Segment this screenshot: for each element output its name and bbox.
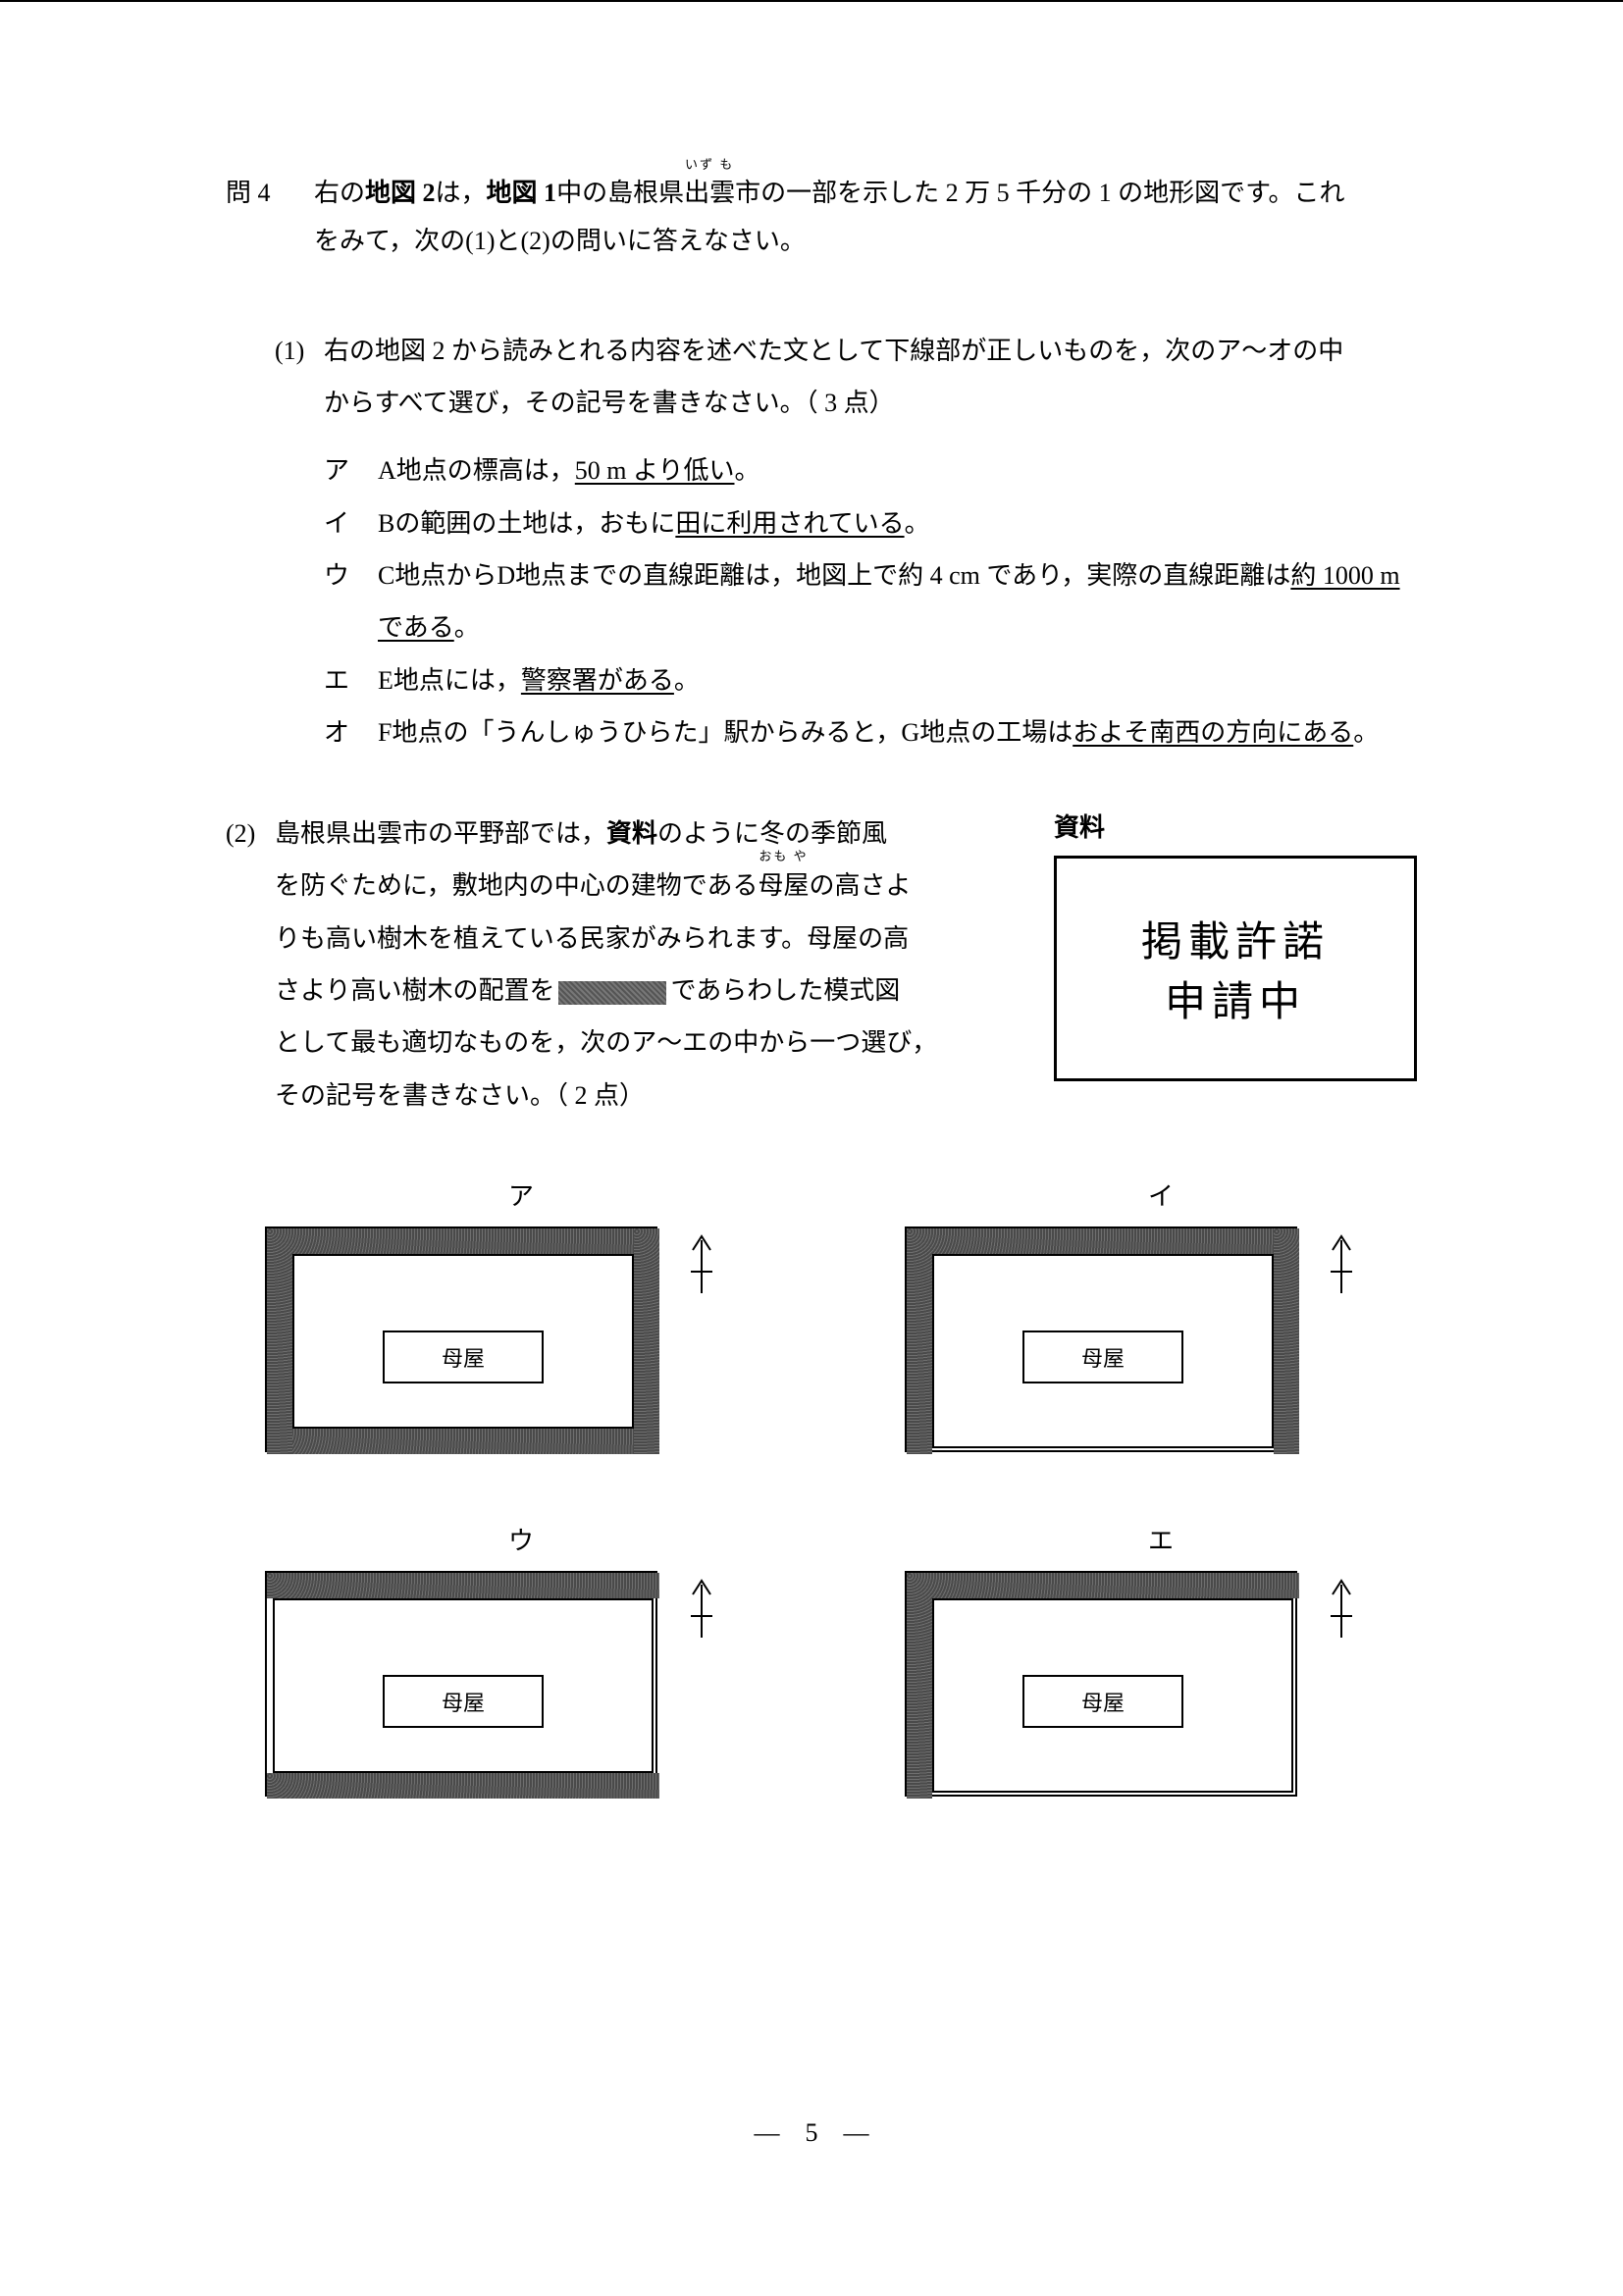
subq-number: (2) [226,808,275,1122]
subquestion-2-wrap: (2) 島根県出雲市の平野部では，資料のように冬の季節風 を防ぐために，敷地内の… [226,808,1417,1137]
choice-text: C地点からD地点までの直線距離は，地図上で約 4 cm であり，実際の直線距離は… [378,549,1417,654]
diagram-frame: 母屋 [265,1226,657,1452]
map2-ref: 地図 2 [365,179,436,207]
izumo-ruby: いず も出雲 [684,169,735,217]
choice-text: E地点には，警察署がある。 [378,654,1417,706]
diagram-option: ア母屋 [265,1176,777,1452]
tree-band [907,1228,932,1454]
tree-band [907,1573,1299,1598]
choice-a: ア A地点の標高は，50 m より低い。 [324,444,1417,496]
diagram-label: ア [265,1176,777,1213]
tree-band [267,1429,659,1454]
text: からすべて選び，その記号を書きなさい。（ 3 点） [324,389,895,417]
omoya-box: 母屋 [383,1331,544,1383]
choice-text: A地点の標高は，50 m より低い。 [378,444,1417,496]
siryo-placeholder-box: 掲載許諾 申請中 [1054,856,1417,1081]
omoya-box: 母屋 [1022,1675,1183,1728]
diagram-option: ウ母屋 [265,1521,777,1797]
diagram-label: ウ [265,1521,777,1557]
omoya-box: 母屋 [383,1675,544,1728]
subq-body: 右の地図 2 から読みとれる内容を述べた文として下線部が正しいものを，次のア～オ… [324,325,1417,430]
choice-label: オ [324,706,378,758]
tree-band [267,1773,659,1799]
diagram-frame: 母屋 [905,1226,1297,1452]
text: は， [436,179,487,207]
siryo-label: 資料 [1054,808,1417,844]
choice-label: ウ [324,549,378,654]
compass-icon [657,1226,716,1306]
text: をみて，次の(1)と(2)の問いに答えなさい。 [314,227,806,255]
redacted-box [558,981,666,1005]
text: 右の [314,179,365,207]
subq-body: 島根県出雲市の平野部では，資料のように冬の季節風 を防ぐために，敷地内の中心の建… [275,808,1015,1122]
choice-label: エ [324,654,378,706]
subq-number: (1) [275,325,324,430]
exam-page: 問 4 右の地図 2は，地図 1中の島根県いず も出雲市の一部を示した 2 万 … [0,0,1623,2296]
choice-text: Bの範囲の土地は，おもに田に利用されている。 [378,497,1417,549]
choice-label: イ [324,497,378,549]
tree-band [267,1228,292,1454]
question-4-header: 問 4 右の地図 2は，地図 1中の島根県いず も出雲市の一部を示した 2 万 … [226,169,1417,266]
diagram-label: エ [905,1521,1417,1557]
diagram-option: イ母屋 [905,1176,1417,1452]
diagram-frame: 母屋 [905,1571,1297,1797]
diagram-option: エ母屋 [905,1521,1417,1797]
map1-ref: 地図 1 [487,179,557,207]
tree-band [634,1228,659,1454]
text: 右の地図 2 から読みとれる内容を述べた文として下線部が正しいものを，次のア～オ… [324,337,1343,365]
question-number: 問 4 [226,169,314,266]
siryo-panel: 資料 掲載許諾 申請中 [1054,808,1417,1137]
omoya-box: 母屋 [1022,1331,1183,1383]
compass-icon [1297,1226,1356,1306]
choice-i: イ Bの範囲の土地は，おもに田に利用されている。 [324,497,1417,549]
choice-o: オ F地点の「うんしゅうひらた」駅からみると，G地点の工場はおよそ南西の方向にあ… [324,706,1417,758]
text: 中の島根県 [556,179,684,207]
tree-band [1274,1228,1299,1454]
choice-label: ア [324,444,378,496]
compass-icon [1297,1571,1356,1650]
diagram-frame: 母屋 [265,1571,657,1797]
question-body: 右の地図 2は，地図 1中の島根県いず も出雲市の一部を示した 2 万 5 千分… [314,169,1417,266]
subquestion-2: (2) 島根県出雲市の平野部では，資料のように冬の季節風 を防ぐために，敷地内の… [226,808,1015,1137]
page-number: — 5 — [0,2113,1623,2149]
choice-u: ウ C地点からD地点までの直線距離は，地図上で約 4 cm であり，実際の直線距… [324,549,1417,654]
subquestion-1: (1) 右の地図 2 から読みとれる内容を述べた文として下線部が正しいものを，次… [275,325,1417,430]
siryo-text2: 申請中 [1165,968,1306,1028]
tree-band [907,1573,932,1799]
siryo-text1: 掲載許諾 [1141,909,1330,968]
text: 市の一部を示した 2 万 5 千分の 1 の地形図です。これ [735,179,1344,207]
choice-e: エ E地点には，警察署がある。 [324,654,1417,706]
compass-icon [657,1571,716,1650]
tree-band [907,1228,1299,1254]
tree-band [267,1228,659,1254]
tree-band [267,1573,659,1598]
diagram-grid: ア母屋イ母屋ウ母屋エ母屋 [265,1176,1417,1797]
choice-text: F地点の「うんしゅうひらた」駅からみると，G地点の工場はおよそ南西の方向にある。 [378,706,1417,758]
diagram-label: イ [905,1176,1417,1213]
omoya-ruby: おも や母屋 [758,860,809,912]
